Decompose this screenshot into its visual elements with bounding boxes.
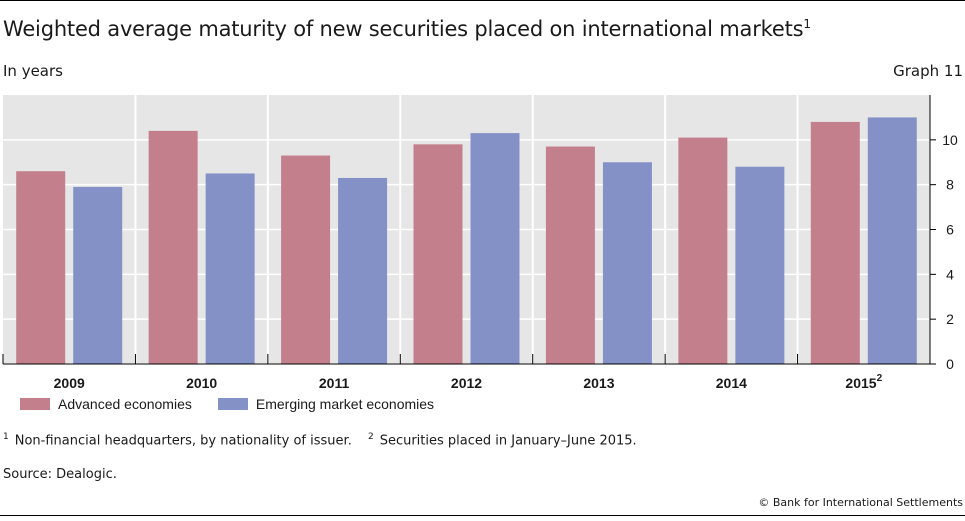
chart-title-text: Weighted average maturity of new securit…: [3, 17, 804, 41]
bar-emerging-2013: [602, 162, 652, 364]
y-tick-label: 10: [942, 132, 958, 148]
bar-advanced-2011: [281, 155, 331, 364]
bar-advanced-2013: [545, 146, 595, 364]
legend-item-advanced: Advanced economies: [20, 396, 192, 412]
legend-swatch-advanced: [20, 398, 50, 410]
bar-advanced-2010: [148, 130, 198, 364]
bar-chart: 0 2 4 6 8 10 2009 2010 2011 2012 2013 2014 20152: [2, 95, 958, 391]
legend-item-emerging: Emerging market economies: [217, 396, 435, 412]
bar-advanced-2012: [413, 144, 463, 364]
x-tick-label: 2012: [451, 375, 482, 391]
footnote-1-text: Non-financial headquarters, by nationali…: [14, 433, 352, 449]
graph-number: Graph 11: [893, 62, 963, 80]
y-tick-label: 0: [946, 356, 954, 372]
legend-label-emerging: Emerging market economies: [255, 396, 435, 412]
bar-advanced-2009: [16, 171, 66, 364]
bar-advanced-2014: [678, 137, 728, 364]
units-label: In years: [3, 62, 63, 80]
footnote-2-text: Securities placed in January–June 2015.: [379, 433, 637, 449]
bar-emerging-2015: [867, 117, 917, 365]
x-tick-label: 2009: [54, 375, 85, 391]
legend-label-advanced: Advanced economies: [58, 396, 192, 412]
y-tick-label: 4: [946, 266, 954, 282]
x-tick-label: 2013: [583, 375, 614, 391]
y-tick-label: 8: [946, 177, 954, 193]
footnote-1-marker: 1: [3, 432, 9, 442]
y-tick-label: 2: [946, 311, 954, 327]
copyright: © Bank for International Settlements: [758, 496, 963, 509]
top-rule: [0, 0, 965, 1]
footnote-2-marker: 2: [367, 432, 374, 442]
x-tick-footnote-marker: 2: [877, 373, 883, 384]
bar-emerging-2012: [470, 133, 520, 364]
legend-swatch-emerging: [217, 398, 248, 410]
bar-advanced-2015: [810, 121, 860, 365]
x-tick-label: 20152: [845, 373, 882, 391]
legend: Advanced economies Emerging market econo…: [20, 396, 434, 412]
source-note: Source: Dealogic.: [3, 467, 117, 482]
bar-emerging-2011: [338, 177, 388, 364]
bar-emerging-2010: [205, 173, 255, 364]
x-tick-label: 2011: [319, 375, 350, 391]
title-footnote-marker: 1: [803, 17, 811, 31]
bar-emerging-2009: [73, 186, 123, 364]
x-tick-label: 2014: [716, 375, 747, 391]
footnotes: 1 Non-financial headquarters, by national…: [3, 432, 637, 448]
bar-emerging-2014: [735, 166, 785, 364]
bottom-rule: [0, 515, 965, 516]
chart-title: Weighted average maturity of new securit…: [3, 17, 811, 41]
x-tick-label: 2010: [186, 375, 217, 391]
y-tick-label: 6: [946, 222, 954, 238]
